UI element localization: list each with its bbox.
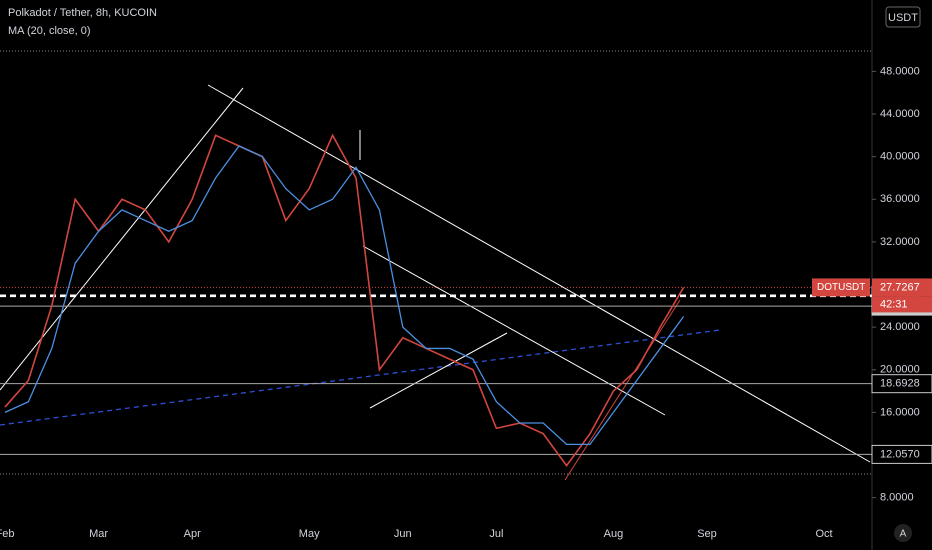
y-tick-label: 48.0000: [880, 65, 920, 77]
chart-title: Polkadot / Tether, 8h, KUCOIN: [8, 7, 157, 19]
y-tick-label: 20.0000: [880, 364, 920, 376]
x-tick-label: May: [299, 528, 320, 540]
last-price-box: [872, 278, 932, 297]
series-line: [4, 133, 685, 468]
x-tick-label: Oct: [815, 528, 832, 540]
y-tick-label: 32.0000: [880, 236, 920, 248]
indicator-label: MA (20, close, 0): [8, 25, 91, 37]
symbol-box: [812, 278, 870, 297]
x-tick-label: Aug: [604, 528, 624, 540]
scale-button[interactable]: [894, 524, 912, 542]
y-tick-label: 24.0000: [880, 321, 920, 333]
y-tick-label: 44.0000: [880, 108, 920, 120]
symbol-label: DOTUSDT: [817, 282, 865, 293]
x-tick-label: Apr: [184, 528, 201, 540]
x-tick-label: Sep: [697, 528, 717, 540]
y-tick-label: 8.0000: [880, 492, 914, 504]
last-price-label: 27.7267: [880, 281, 920, 293]
price-level-box: [871, 374, 932, 394]
currency-label: USDT: [888, 12, 918, 24]
trend-line: [564, 299, 681, 481]
y-tick-label: 40.0000: [880, 151, 920, 163]
x-tick-label: Jul: [489, 528, 503, 540]
trend-line: [0, 87, 244, 391]
y-tick-label: 36.0000: [880, 193, 920, 205]
trend-line: [369, 332, 508, 409]
price-level-label: 18.6928: [880, 378, 920, 390]
scale-label: A: [900, 529, 907, 540]
x-tick-label: Mar: [89, 528, 108, 540]
trend-line: [0, 329, 721, 426]
plot-area: [0, 50, 872, 481]
y-tick-label: 16.0000: [880, 406, 920, 418]
countdown-label: 42:31: [880, 298, 908, 310]
trend-line: [362, 245, 666, 416]
series-line: [4, 145, 685, 445]
price-level-box: [871, 444, 932, 464]
x-tick-label: Feb: [0, 528, 14, 540]
trend-line: [207, 84, 871, 463]
currency-button[interactable]: [885, 6, 921, 28]
x-tick-label: Jun: [394, 528, 412, 540]
countdown-box: [872, 296, 932, 313]
price-level-label: 12.0570: [880, 448, 920, 460]
